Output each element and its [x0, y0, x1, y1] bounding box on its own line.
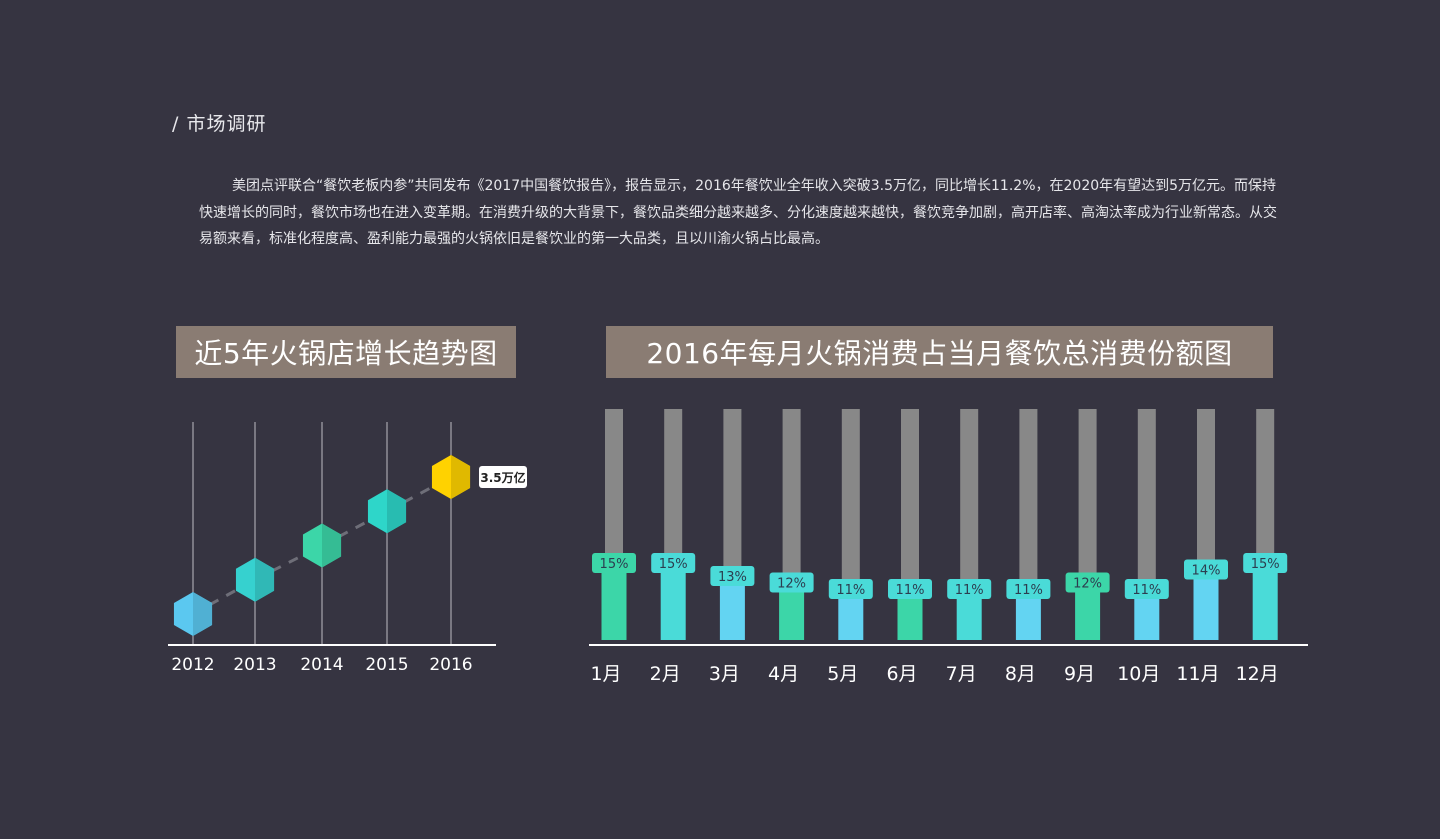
bar-2月 [660, 571, 686, 640]
year-label: 2012 [171, 655, 214, 675]
month-label: 1月 [590, 663, 621, 685]
month-label: 2月 [650, 663, 681, 685]
bar-value-label: 12% [1073, 577, 1102, 592]
trend-marker-2012 [173, 592, 213, 636]
bar-12月 [1252, 571, 1278, 640]
bar-value-label: 15% [659, 557, 688, 572]
trend-marker-2016 [431, 455, 471, 499]
section-title: / 市场调研 [172, 113, 267, 135]
bar-value-badge [651, 553, 696, 573]
bar-value-badge [828, 579, 873, 599]
bar-4月 [779, 592, 805, 640]
year-label: 2014 [300, 655, 343, 675]
intro-paragraph: 美团点评联合“餐饮老板内参”共同发布《2017中国餐饮报告》，报告显示，2016… [199, 178, 1277, 247]
month-label: 8月 [1005, 663, 1036, 685]
year-label: 2016 [429, 655, 472, 675]
bar-value-badge [710, 566, 755, 586]
month-label: 6月 [886, 663, 917, 685]
month-label: 5月 [827, 663, 858, 685]
trend-annotation: 3.5万亿 [480, 470, 525, 485]
month-label: 12月 [1236, 663, 1279, 685]
bar-value-label: 15% [1251, 557, 1280, 572]
bar-value-label: 14% [1192, 564, 1221, 579]
left-chart-title: 近5年火锅店增长趋势图 [176, 326, 516, 378]
year-label: 2015 [365, 655, 408, 675]
bar-value-label: 11% [896, 583, 925, 598]
month-label: 10月 [1117, 663, 1160, 685]
bar-10月 [1134, 599, 1160, 640]
bar-value-badge [1243, 553, 1288, 573]
bar-value-label: 12% [777, 577, 806, 592]
trend-marker-2014 [302, 523, 342, 568]
bar-value-badge [1184, 559, 1228, 580]
bar-value-label: 13% [718, 570, 747, 585]
bar-7月 [956, 599, 982, 640]
bar-8月 [1015, 599, 1041, 640]
month-label: 9月 [1064, 663, 1095, 685]
bar-value-label: 15% [600, 557, 629, 572]
bar-value-label: 11% [836, 583, 865, 598]
bar-value-badge [1124, 579, 1169, 599]
bar-value-label: 11% [1132, 583, 1161, 598]
month-label: 7月 [946, 663, 977, 685]
bar-value-badge [947, 579, 992, 599]
trend-marker-2013 [235, 557, 275, 602]
bar-9月 [1075, 592, 1101, 640]
bar-value-badge [1065, 572, 1110, 593]
bar-value-label: 11% [1014, 583, 1043, 598]
bar-value-badge [592, 553, 636, 573]
month-label: 11月 [1176, 663, 1219, 685]
bar-3月 [719, 585, 745, 640]
month-label: 4月 [768, 663, 799, 685]
trend-annotation-box [479, 466, 527, 488]
right-chart-title: 2016年每月火锅消费占当月餐饮总消费份额图 [606, 326, 1273, 378]
month-label: 3月 [709, 663, 740, 685]
bar-1月 [601, 571, 627, 640]
bar-6月 [897, 599, 923, 640]
bar-5月 [838, 599, 864, 640]
bar-value-label: 11% [955, 583, 984, 598]
bar-value-badge [769, 572, 814, 593]
trend-marker-2015 [367, 489, 407, 534]
bar-11月 [1193, 578, 1219, 640]
bar-value-badge [888, 579, 932, 599]
year-label: 2013 [233, 655, 276, 675]
bar-value-badge [1006, 579, 1051, 599]
